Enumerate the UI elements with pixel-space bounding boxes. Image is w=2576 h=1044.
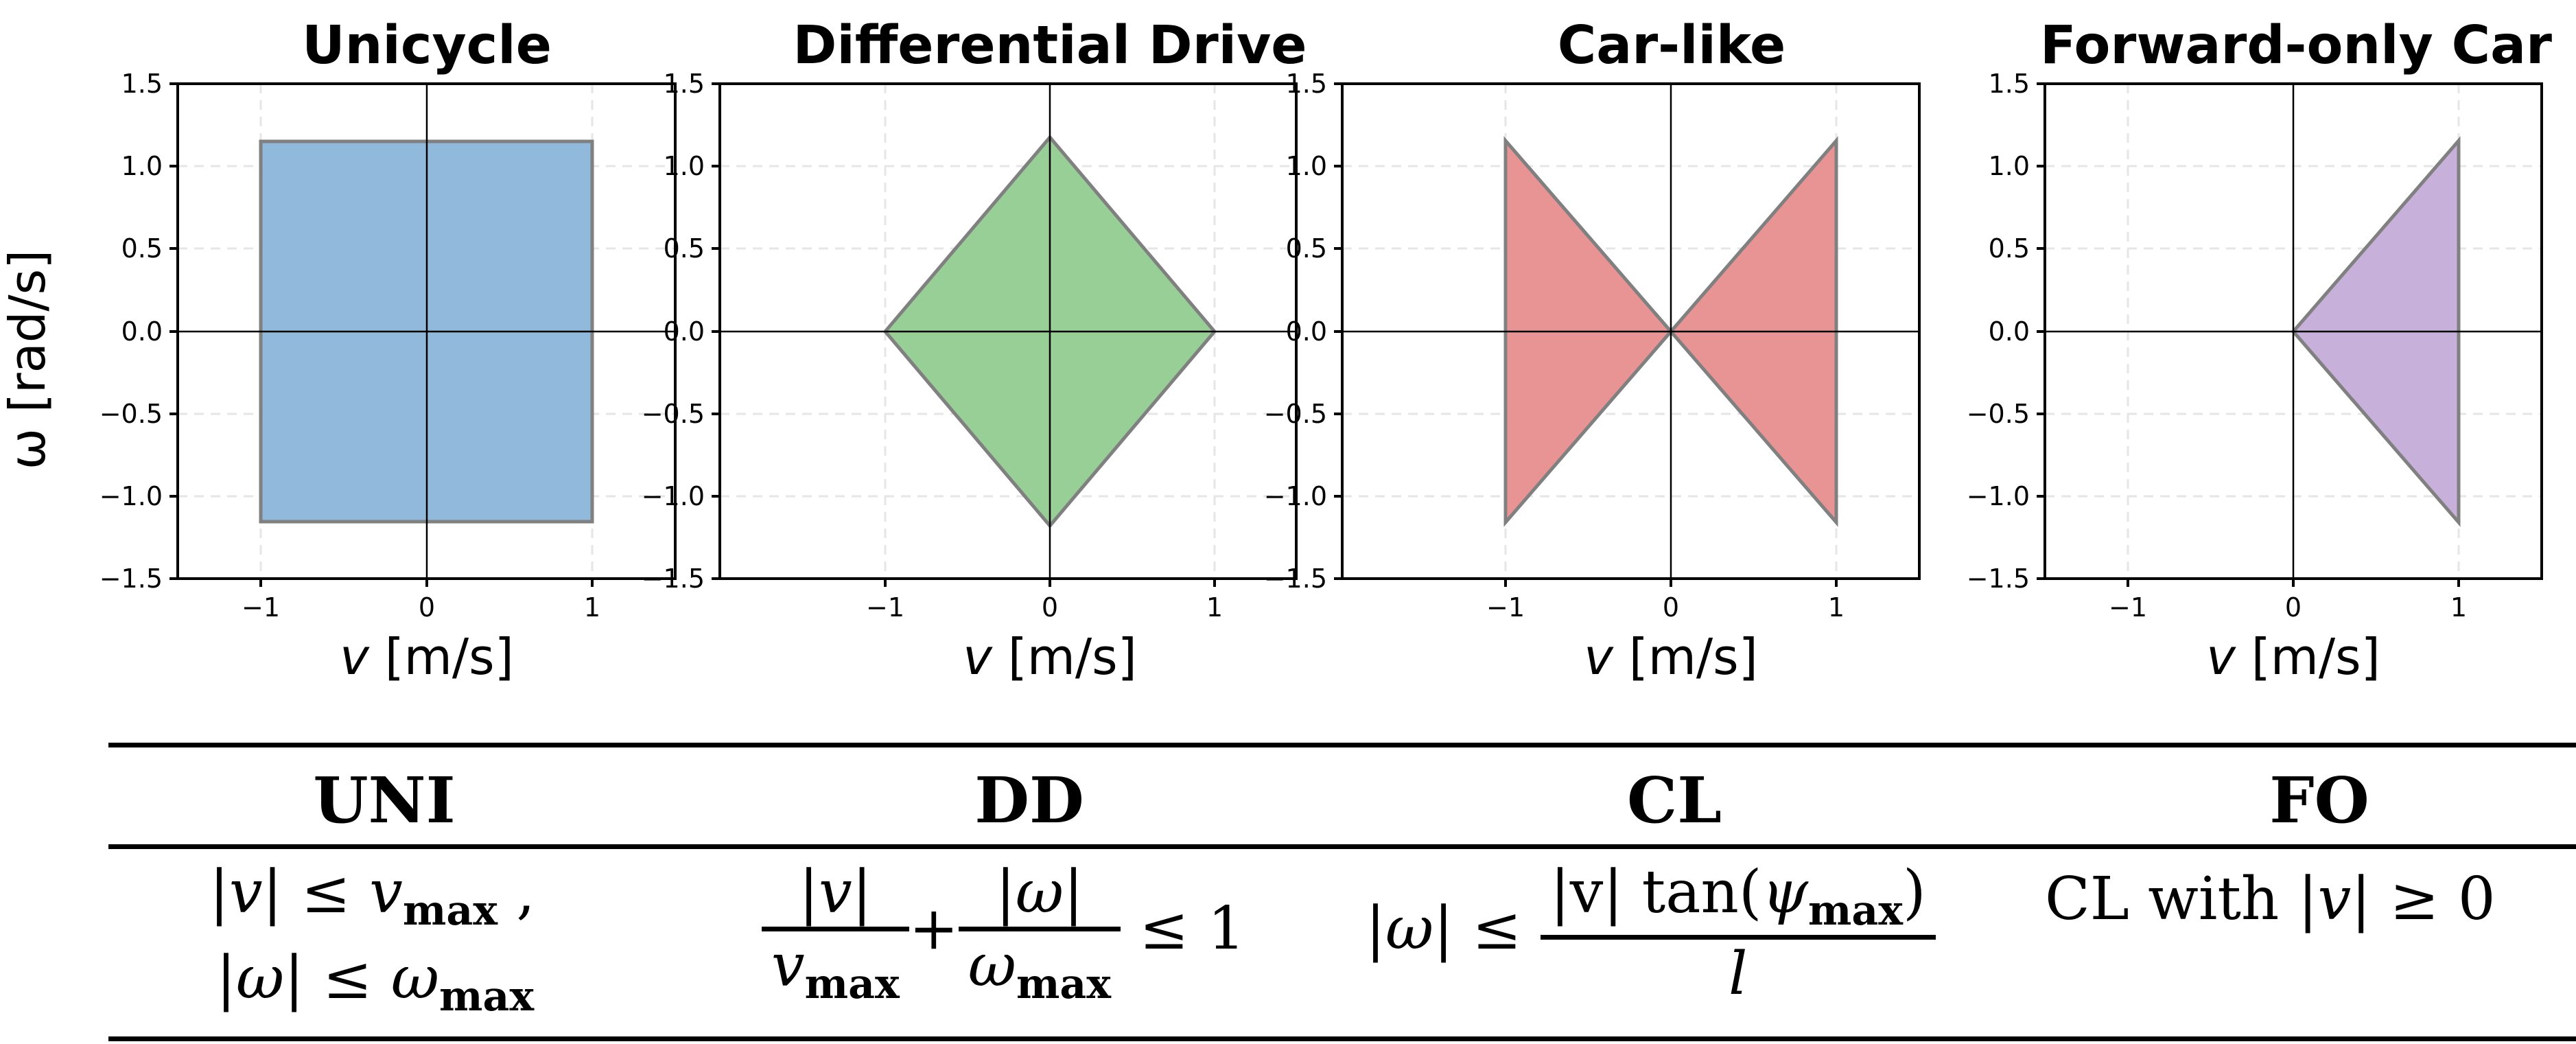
x-axis-label: v [m/s] xyxy=(340,628,514,686)
svg-text:0.0: 0.0 xyxy=(664,316,705,347)
table-mid-rule xyxy=(108,844,2576,849)
svg-text:−0.5: −0.5 xyxy=(1967,399,2030,429)
plot-car-like: 1.5 1.0 0.5 0.0 −0.5 −1.0 −1.5 −1 0 1 xyxy=(1264,69,1921,623)
svg-text:0: 0 xyxy=(419,592,435,623)
svg-text:0.0: 0.0 xyxy=(1989,316,2030,347)
svg-text:−1.5: −1.5 xyxy=(1264,564,1327,594)
panel-title-forward-only-car: Forward-only Car xyxy=(2039,15,2553,76)
svg-text:−0.5: −0.5 xyxy=(642,399,705,429)
table-top-rule xyxy=(108,743,2576,747)
svg-text:0: 0 xyxy=(2285,592,2302,623)
dd-constraint: |v| vmax + |ω| ωmax ≤ 1 xyxy=(762,858,1245,1008)
svg-text:−1: −1 xyxy=(242,592,280,623)
svg-text:0.5: 0.5 xyxy=(1286,233,1327,264)
svg-text:−1.5: −1.5 xyxy=(642,564,705,594)
svg-text:1: 1 xyxy=(1206,592,1223,623)
svg-text:1.5: 1.5 xyxy=(1286,69,1327,99)
svg-text:0.5: 0.5 xyxy=(121,233,163,264)
panel-title-car-like: Car-like xyxy=(1557,15,1786,76)
plot-differential-drive: 1.5 1.0 0.5 0.0 −0.5 −1.0 −1.5 −1 0 1 xyxy=(642,69,1298,623)
svg-text:−1.5: −1.5 xyxy=(99,564,163,594)
plot-forward-only-car: 1.5 1.0 0.5 0.0 −0.5 −1.0 −1.5 −1 0 1 xyxy=(1967,69,2543,623)
svg-text:−1: −1 xyxy=(1486,592,1525,623)
svg-text:−1: −1 xyxy=(2109,592,2147,623)
y-axis-label: ω [rad/s] xyxy=(0,249,56,470)
table-header-uni: UNI xyxy=(313,763,456,837)
svg-text:1.0: 1.0 xyxy=(1286,151,1327,181)
panel-title-unicycle: Unicycle xyxy=(302,15,552,76)
uni-constraint-line2: |ω| ≤ ωmax xyxy=(216,944,535,1021)
svg-text:1: 1 xyxy=(2450,592,2467,623)
x-axis-label: v [m/s] xyxy=(1584,628,1758,686)
svg-text:0.0: 0.0 xyxy=(1286,316,1327,347)
svg-text:1.5: 1.5 xyxy=(1989,69,2030,99)
svg-text:1.0: 1.0 xyxy=(1989,151,2030,181)
svg-text:1: 1 xyxy=(1828,592,1845,623)
svg-text:−1: −1 xyxy=(866,592,904,623)
svg-text:−1.0: −1.0 xyxy=(99,481,163,511)
table-bottom-rule xyxy=(108,1036,2576,1041)
svg-text:1: 1 xyxy=(584,592,600,623)
table-header-cl: CL xyxy=(1627,763,1722,837)
x-axis-label: v [m/s] xyxy=(2206,628,2380,686)
svg-text:1.5: 1.5 xyxy=(664,69,705,99)
panel-title-differential-drive: Differential Drive xyxy=(793,15,1307,76)
uni-constraint-line1: |v| ≤ vmax , xyxy=(209,858,535,935)
svg-text:0.5: 0.5 xyxy=(1989,233,2030,264)
x-axis-label: v [m/s] xyxy=(963,628,1137,686)
svg-text:−1.5: −1.5 xyxy=(1967,564,2030,594)
svg-text:0: 0 xyxy=(1042,592,1058,623)
plot-unicycle: 1.5 1.0 0.5 0.0 −0.5 −1.0 −1.5 −1 0 1 xyxy=(99,69,677,623)
cl-constraint: |ω| ≤ |v| tan(ψmax) l xyxy=(1366,858,1936,1008)
table-header-dd: DD xyxy=(974,763,1084,837)
svg-text:−1.0: −1.0 xyxy=(1264,481,1327,511)
svg-text:−1.0: −1.0 xyxy=(1967,481,2030,511)
svg-text:1.0: 1.0 xyxy=(121,151,163,181)
svg-text:−0.5: −0.5 xyxy=(99,399,163,429)
table-header-fo: FO xyxy=(2269,763,2369,837)
svg-text:0.5: 0.5 xyxy=(664,233,705,264)
svg-text:0: 0 xyxy=(1663,592,1679,623)
fo-constraint: CL with |v| ≥ 0 xyxy=(2045,865,2496,933)
svg-text:−1.0: −1.0 xyxy=(642,481,705,511)
svg-text:1.5: 1.5 xyxy=(121,69,163,99)
svg-text:0.0: 0.0 xyxy=(121,316,163,347)
svg-text:1.0: 1.0 xyxy=(664,151,705,181)
svg-text:−0.5: −0.5 xyxy=(1264,399,1327,429)
